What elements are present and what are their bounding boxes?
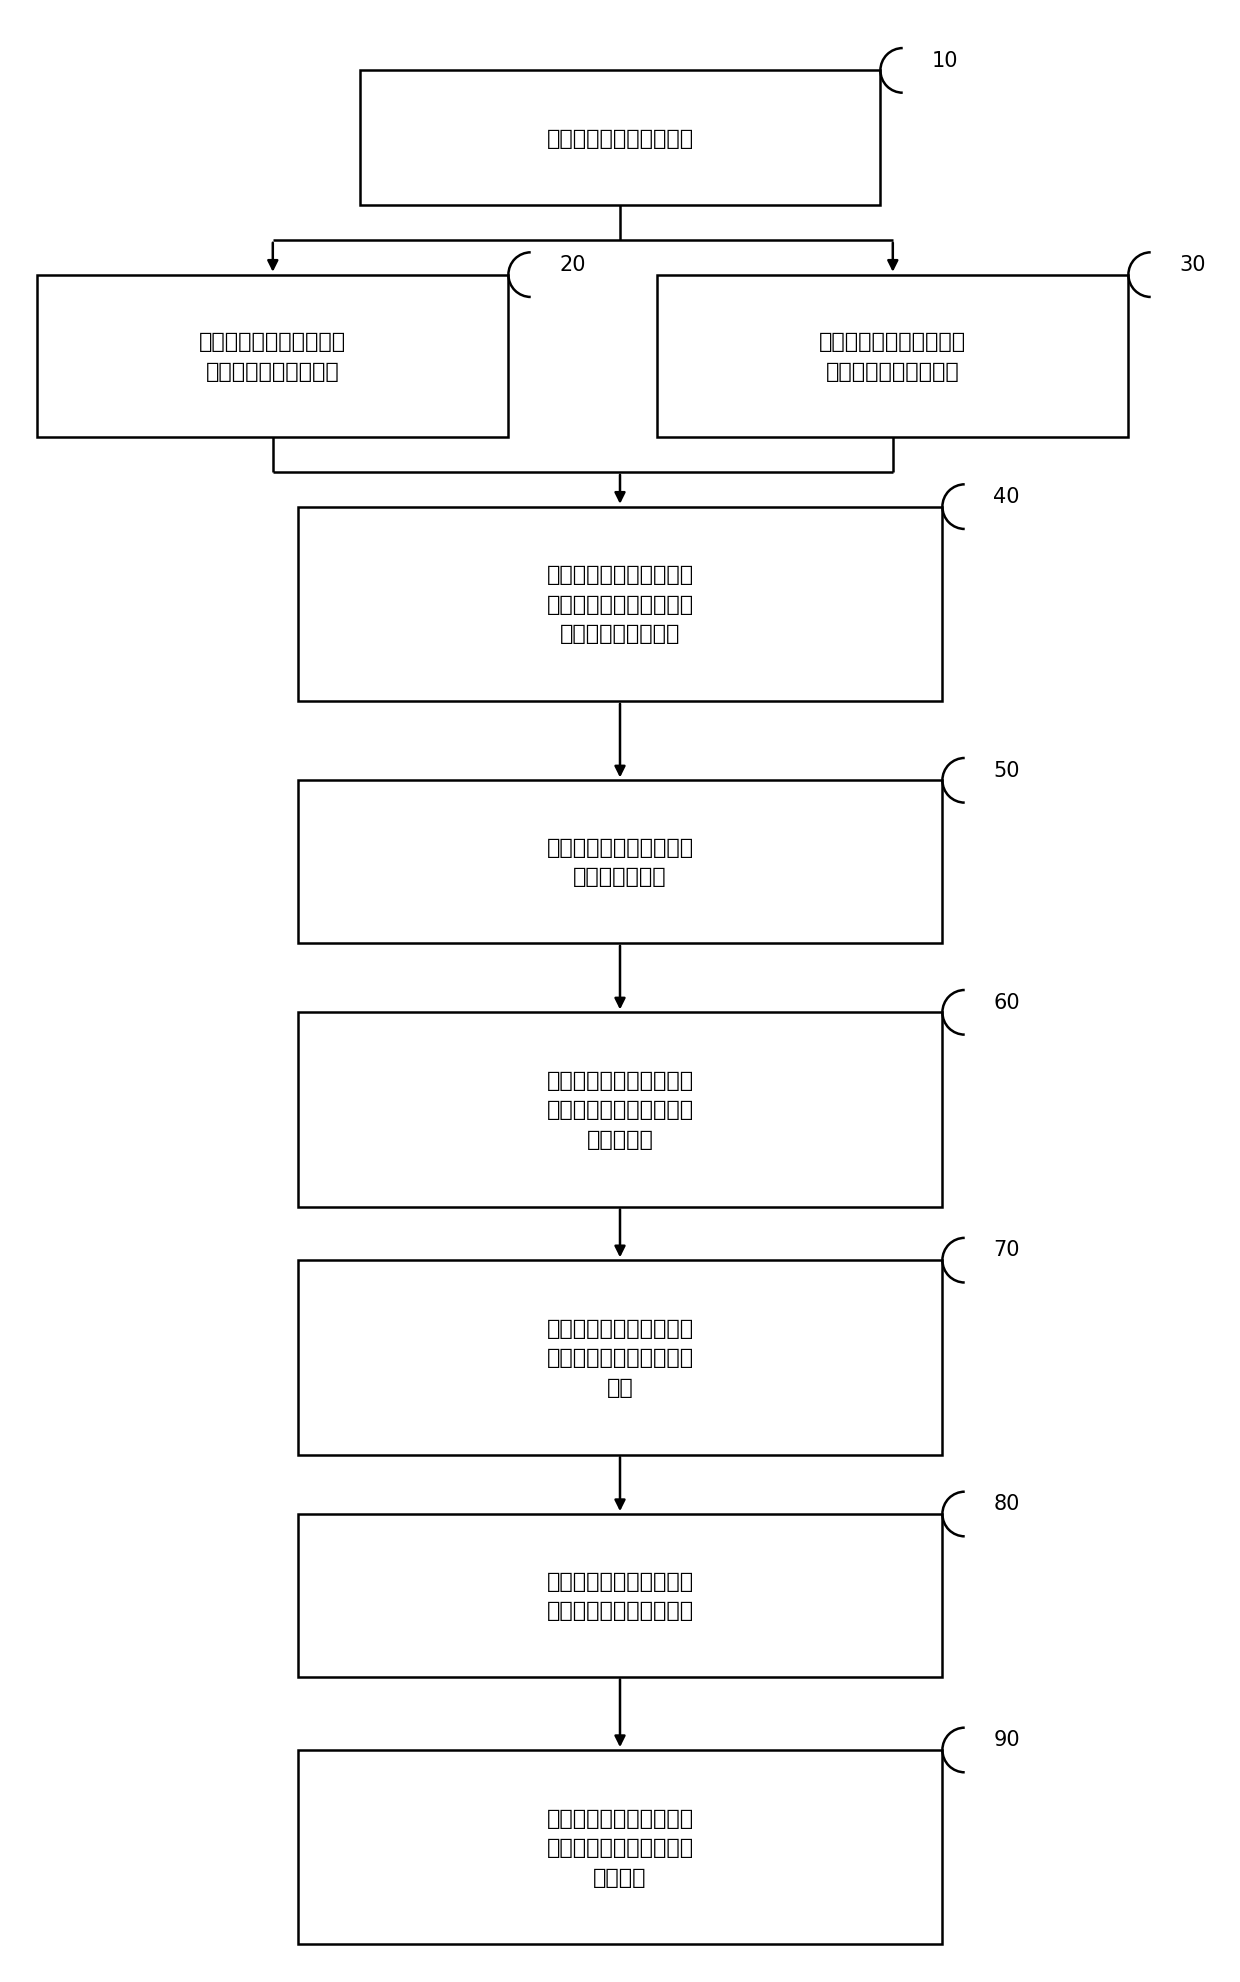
Bar: [298, 781, 942, 943]
Text: 10: 10: [931, 52, 957, 71]
Bar: [360, 71, 880, 206]
Text: 90: 90: [993, 1730, 1019, 1750]
Bar: [298, 507, 942, 702]
Text: 对闪络部位平滑图像进行
边缘轮廓的提取，定位出
故障部位: 对闪络部位平滑图像进行 边缘轮廓的提取，定位出 故障部位: [547, 1808, 693, 1887]
Text: 20: 20: [559, 256, 585, 275]
Bar: [298, 1750, 942, 1944]
Text: 根据所述绝缘子区域的图
像确定闪络部位平滑图像: 根据所述绝缘子区域的图 像确定闪络部位平滑图像: [547, 1570, 693, 1621]
Text: 80: 80: [993, 1494, 1019, 1514]
Text: 对所述融合图像进行预处
理，确定连通域: 对所述融合图像进行预处 理，确定连通域: [547, 836, 693, 888]
Text: 对所述航拍图像进行倾斜
校正，确定目标区域的倾
斜校正图像: 对所述航拍图像进行倾斜 校正，确定目标区域的倾 斜校正图像: [547, 1070, 693, 1150]
Text: 根据所述航拍图像确定目
标区域的结构特征图像: 根据所述航拍图像确定目 标区域的结构特征图像: [820, 331, 966, 383]
Text: 30: 30: [1179, 256, 1205, 275]
Bar: [37, 275, 508, 438]
Text: 根据所述航拍图像确定目
标区域的颜色特征图像: 根据所述航拍图像确定目 标区域的颜色特征图像: [200, 331, 346, 383]
Text: 获取输电线路的航拍图像: 获取输电线路的航拍图像: [547, 129, 693, 149]
Text: 70: 70: [993, 1241, 1019, 1261]
Bar: [298, 1013, 942, 1207]
Text: 根据颜色特征图像和结构
特征图像进行融合，确定
目标区域的融合图像: 根据颜色特征图像和结构 特征图像进行融合，确定 目标区域的融合图像: [547, 565, 693, 644]
Bar: [298, 1261, 942, 1455]
Text: 50: 50: [993, 761, 1019, 781]
Bar: [298, 1514, 942, 1677]
Text: 40: 40: [993, 488, 1019, 507]
Text: 在倾斜校正图像上，根据
连通域提取绝缘子区域的
图像: 在倾斜校正图像上，根据 连通域提取绝缘子区域的 图像: [547, 1318, 693, 1397]
Text: 60: 60: [993, 993, 1019, 1013]
Bar: [657, 275, 1128, 438]
